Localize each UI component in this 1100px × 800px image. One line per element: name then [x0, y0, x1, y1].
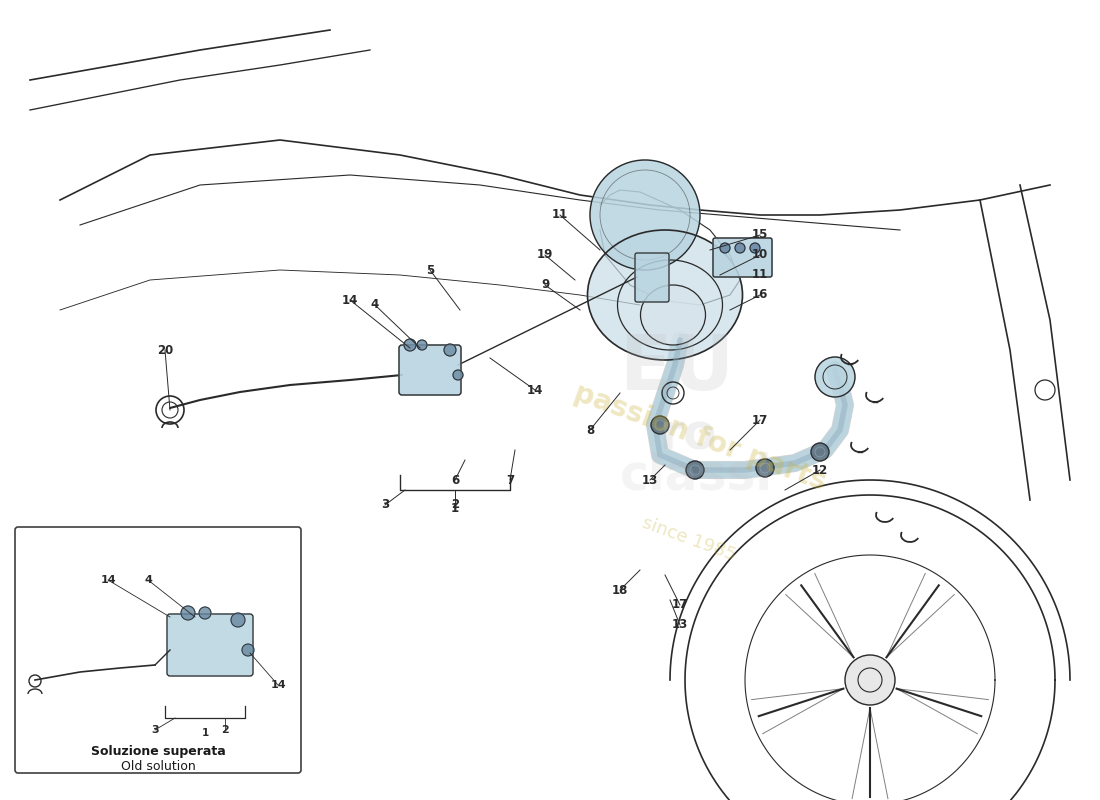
Text: 3: 3: [151, 725, 158, 735]
Circle shape: [242, 644, 254, 656]
Text: Soluzione superata: Soluzione superata: [90, 746, 226, 758]
Text: 6: 6: [451, 474, 459, 486]
Circle shape: [811, 443, 829, 461]
Text: 3: 3: [381, 498, 389, 511]
Circle shape: [444, 344, 456, 356]
Text: 1: 1: [451, 502, 459, 515]
Text: 14: 14: [100, 575, 116, 585]
Text: 17: 17: [752, 414, 768, 426]
Text: 16: 16: [751, 289, 768, 302]
Circle shape: [651, 416, 669, 434]
Text: 4: 4: [144, 575, 152, 585]
Circle shape: [453, 370, 463, 380]
Text: 17: 17: [672, 598, 689, 611]
Text: 18: 18: [612, 583, 628, 597]
Text: 2: 2: [451, 498, 459, 511]
Text: 1: 1: [201, 728, 209, 738]
Circle shape: [756, 459, 774, 477]
Circle shape: [750, 243, 760, 253]
Text: 9: 9: [541, 278, 549, 291]
Text: Old solution: Old solution: [121, 759, 196, 773]
Text: 2: 2: [221, 725, 229, 735]
Circle shape: [199, 607, 211, 619]
Ellipse shape: [640, 285, 705, 345]
Ellipse shape: [587, 230, 742, 360]
Text: since 1985: since 1985: [640, 514, 738, 564]
FancyBboxPatch shape: [635, 253, 669, 302]
Circle shape: [590, 160, 700, 270]
Circle shape: [815, 357, 855, 397]
Text: 14: 14: [527, 383, 543, 397]
Text: 5: 5: [426, 263, 434, 277]
Text: 13: 13: [672, 618, 689, 631]
Text: 19: 19: [537, 249, 553, 262]
Text: 11: 11: [552, 209, 568, 222]
Text: EU: EU: [620, 332, 734, 406]
Text: 11: 11: [752, 269, 768, 282]
Circle shape: [231, 613, 245, 627]
Circle shape: [182, 606, 195, 620]
Circle shape: [686, 461, 704, 479]
Text: 13: 13: [642, 474, 658, 486]
Text: 20: 20: [157, 343, 173, 357]
Circle shape: [720, 243, 730, 253]
Text: classi: classi: [620, 452, 773, 500]
Text: 12: 12: [812, 463, 828, 477]
Circle shape: [735, 243, 745, 253]
FancyBboxPatch shape: [15, 527, 301, 773]
Text: 4: 4: [371, 298, 380, 311]
Text: passion for parts: passion for parts: [570, 378, 830, 496]
FancyBboxPatch shape: [713, 238, 772, 277]
Text: ro: ro: [660, 412, 717, 460]
FancyBboxPatch shape: [167, 614, 253, 676]
Text: 15: 15: [751, 229, 768, 242]
Text: 8: 8: [586, 423, 594, 437]
Text: 14: 14: [271, 680, 286, 690]
FancyBboxPatch shape: [399, 345, 461, 395]
Text: 10: 10: [752, 249, 768, 262]
Circle shape: [417, 340, 427, 350]
Circle shape: [404, 339, 416, 351]
Text: 14: 14: [342, 294, 359, 306]
Circle shape: [845, 655, 895, 705]
Text: 7: 7: [506, 474, 514, 486]
